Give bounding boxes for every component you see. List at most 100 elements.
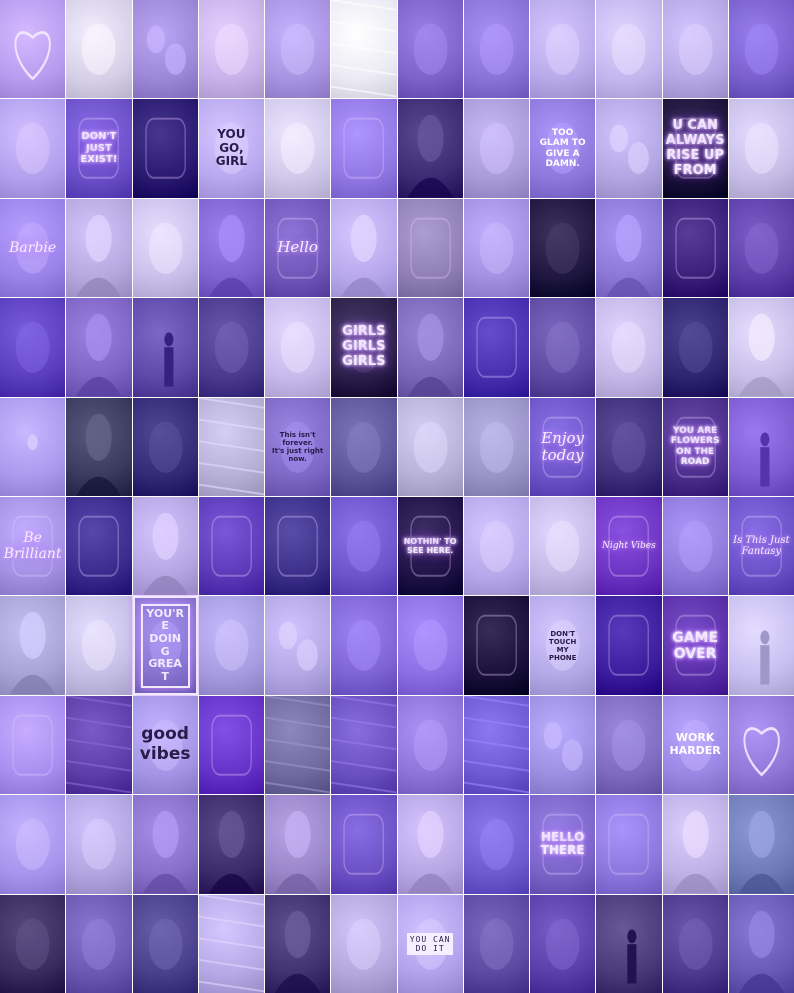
basketball-icon [744, 23, 779, 75]
neon-hand-sign-icon [277, 515, 318, 577]
collage-tile [331, 198, 397, 298]
collage-tile [0, 695, 66, 795]
neon-lips-icon [476, 316, 517, 378]
wave-pattern-icon [198, 894, 264, 993]
bathtub-icon [479, 520, 514, 572]
collage-tile [132, 894, 198, 993]
collage-tile [132, 99, 198, 198]
glitter-bottle-icon [479, 23, 514, 75]
collage-tile [463, 795, 529, 894]
tile-caption: Night Vibes [602, 541, 656, 552]
collage-tile [0, 596, 66, 695]
woman-portrait-icon [76, 313, 122, 397]
fur-texture-icon [81, 620, 116, 672]
collage-tile [265, 298, 331, 397]
collage-tile [331, 397, 397, 496]
tile-caption: Enjoy today [541, 428, 585, 464]
text-icon [678, 719, 713, 771]
woman-portrait-icon [738, 910, 785, 993]
text-icon [346, 321, 381, 373]
concert-crowd-icon [346, 421, 381, 473]
collage-tile [66, 795, 132, 894]
collage-tile [596, 596, 662, 695]
neon-circle-icon [608, 813, 650, 875]
collage-tile [596, 795, 662, 894]
collage-tile [198, 795, 264, 894]
neon-sign-icon [277, 217, 318, 279]
collage-tile [728, 397, 794, 496]
neon-sign-icon [542, 813, 583, 875]
collage-tile [331, 99, 397, 198]
collage-tile [463, 894, 529, 993]
collage-tile [530, 497, 596, 596]
collage-tile [0, 894, 66, 993]
collage-tile [198, 198, 264, 298]
collage-tile: Is This Just Fantasy [728, 497, 794, 596]
flowers-icon [278, 621, 318, 672]
collage-tile [198, 0, 264, 99]
tile-caption: Hello [277, 238, 318, 257]
collage-tile: Be Brilliant [0, 497, 66, 596]
glitter-face-icon [214, 321, 249, 373]
phone-arch-icon [413, 719, 448, 771]
silhouette-icon [760, 432, 770, 487]
collage-tile [662, 198, 728, 298]
robot-dancer-icon [545, 222, 580, 274]
collage-tile: YOU ARE FLOWERS ON THE ROAD [662, 397, 728, 496]
collage-tile [66, 596, 132, 695]
collage-tile [265, 99, 331, 198]
collage-tile [596, 397, 662, 496]
collage-tile: HELLO THERE [530, 795, 596, 894]
collage-tile [463, 397, 529, 496]
tile-caption: NOTHIN' TO SEE HERE. [403, 537, 457, 556]
collage-tile [66, 894, 132, 993]
collage-tile [596, 894, 662, 993]
neon-sign-icon [674, 118, 716, 180]
text-icon [545, 123, 580, 175]
tile-caption: WORK HARDER [669, 731, 721, 757]
moon-icon [27, 434, 38, 450]
perfume-bottles-icon [413, 23, 448, 75]
avocado-icon [15, 123, 50, 175]
tile-caption: DON'T JUST EXIST! [80, 131, 118, 166]
neon-lightning-icon [674, 217, 716, 279]
collage-tile [331, 695, 397, 795]
collage-tile [662, 795, 728, 894]
white-rose-icon [543, 721, 583, 771]
collage-tile [198, 298, 264, 397]
eye-closeup-icon [214, 23, 249, 75]
collage-tile: Hello [265, 198, 331, 298]
collage-tile [66, 0, 132, 99]
text-icon [148, 719, 183, 771]
collage-tile [530, 0, 596, 99]
collage-tile [463, 695, 529, 795]
pineapple-icon [413, 620, 448, 672]
text-icon [214, 123, 249, 175]
collage-tile [662, 497, 728, 596]
collage-tile [265, 894, 331, 993]
tile-caption: Be Brilliant [3, 530, 62, 563]
sparkle-icon [15, 321, 50, 373]
collage-tile [728, 198, 794, 298]
collage-tile [728, 695, 794, 795]
hand-on-sheet-icon [678, 23, 713, 75]
lollipops-icon [545, 23, 580, 75]
tile-caption: GAME OVER [672, 629, 719, 662]
barbie-logo-icon [15, 222, 50, 274]
collage-tile [331, 795, 397, 894]
money-bills-icon [81, 23, 116, 75]
motel-sign-icon [611, 719, 646, 771]
collage-tile [331, 894, 397, 993]
collage-tile: GIRLS GIRLS GIRLS [331, 298, 397, 397]
collage-tile: Night Vibes [596, 497, 662, 596]
collage-tile [66, 397, 132, 496]
woman-portrait-icon [142, 810, 188, 894]
tile-caption: GIRLS GIRLS GIRLS [342, 323, 386, 369]
subway-station-icon [611, 421, 646, 473]
collage-tile [331, 596, 397, 695]
collage-tile [463, 99, 529, 198]
tile-caption: DON'T TOUCH MY PHONE [548, 629, 577, 662]
collage-tile [596, 0, 662, 99]
light-streaks-icon [744, 222, 779, 274]
